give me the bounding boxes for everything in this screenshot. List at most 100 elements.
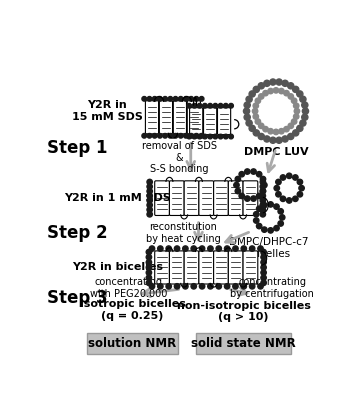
Circle shape: [280, 175, 286, 180]
Circle shape: [261, 249, 266, 255]
Circle shape: [259, 123, 264, 128]
Circle shape: [261, 254, 266, 260]
Circle shape: [241, 284, 246, 289]
Circle shape: [163, 134, 167, 138]
Circle shape: [256, 193, 262, 198]
Circle shape: [302, 102, 308, 108]
Circle shape: [147, 193, 152, 198]
Circle shape: [293, 86, 299, 92]
Circle shape: [218, 104, 223, 108]
Circle shape: [152, 134, 157, 138]
Circle shape: [146, 254, 152, 260]
Circle shape: [224, 284, 230, 289]
Circle shape: [183, 246, 188, 251]
Circle shape: [251, 196, 256, 201]
Circle shape: [223, 104, 228, 108]
Circle shape: [208, 246, 213, 251]
Circle shape: [293, 175, 298, 180]
Circle shape: [174, 246, 180, 251]
Circle shape: [147, 202, 152, 208]
Circle shape: [213, 104, 218, 108]
Circle shape: [199, 284, 205, 289]
Circle shape: [142, 134, 147, 138]
Circle shape: [268, 88, 273, 94]
Circle shape: [260, 207, 266, 212]
FancyBboxPatch shape: [243, 181, 258, 216]
FancyBboxPatch shape: [155, 251, 169, 284]
FancyBboxPatch shape: [199, 181, 214, 216]
FancyBboxPatch shape: [87, 333, 178, 354]
FancyBboxPatch shape: [190, 108, 203, 135]
Circle shape: [166, 246, 172, 251]
Circle shape: [293, 103, 299, 108]
Circle shape: [273, 88, 279, 93]
Circle shape: [158, 284, 163, 289]
Circle shape: [179, 96, 183, 101]
Circle shape: [297, 179, 303, 185]
Circle shape: [302, 108, 309, 114]
Circle shape: [256, 223, 262, 229]
Circle shape: [270, 79, 276, 85]
Circle shape: [147, 96, 152, 101]
FancyBboxPatch shape: [187, 101, 200, 134]
Circle shape: [258, 133, 264, 140]
Circle shape: [197, 104, 202, 108]
Text: concentrating
with PEG20.000: concentrating with PEG20.000: [90, 277, 167, 299]
Circle shape: [288, 133, 294, 140]
Circle shape: [208, 104, 212, 108]
Circle shape: [274, 186, 279, 191]
Circle shape: [189, 96, 193, 101]
Circle shape: [173, 96, 178, 101]
Circle shape: [270, 137, 276, 143]
Circle shape: [146, 249, 152, 255]
Circle shape: [262, 227, 267, 232]
Circle shape: [184, 134, 188, 138]
Circle shape: [263, 126, 268, 132]
Circle shape: [199, 96, 204, 101]
Text: reconstitution
by heat cycling: reconstitution by heat cycling: [145, 222, 220, 244]
Circle shape: [192, 104, 197, 108]
Circle shape: [187, 104, 191, 108]
Circle shape: [286, 198, 292, 203]
Circle shape: [279, 88, 284, 94]
Text: Step 1: Step 1: [47, 139, 108, 157]
Circle shape: [194, 134, 199, 138]
Circle shape: [208, 134, 212, 139]
Circle shape: [241, 246, 246, 251]
Circle shape: [174, 284, 180, 289]
Circle shape: [293, 196, 298, 202]
Circle shape: [293, 114, 299, 119]
Circle shape: [203, 104, 207, 108]
Circle shape: [258, 246, 263, 251]
Text: Step 2: Step 2: [47, 224, 108, 242]
Circle shape: [208, 284, 213, 289]
Circle shape: [288, 123, 293, 128]
Circle shape: [254, 218, 259, 223]
Circle shape: [286, 173, 292, 178]
Circle shape: [146, 280, 152, 286]
Circle shape: [261, 265, 266, 270]
Circle shape: [258, 284, 263, 289]
Circle shape: [233, 246, 238, 251]
Circle shape: [158, 246, 163, 251]
FancyBboxPatch shape: [218, 108, 231, 135]
Circle shape: [300, 120, 306, 126]
Circle shape: [253, 114, 259, 119]
Circle shape: [260, 179, 266, 185]
Circle shape: [239, 193, 244, 198]
FancyBboxPatch shape: [173, 101, 187, 134]
Text: isotropic bicelles
(q = 0.25): isotropic bicelles (q = 0.25): [80, 299, 185, 321]
Circle shape: [282, 80, 288, 86]
Circle shape: [288, 83, 294, 89]
Circle shape: [291, 119, 297, 124]
Circle shape: [297, 91, 303, 97]
Circle shape: [199, 134, 204, 138]
Circle shape: [260, 176, 266, 182]
FancyBboxPatch shape: [214, 181, 228, 216]
Circle shape: [194, 96, 199, 101]
Circle shape: [146, 265, 152, 270]
FancyBboxPatch shape: [184, 251, 199, 284]
Circle shape: [288, 94, 293, 99]
Circle shape: [256, 206, 262, 212]
Circle shape: [253, 103, 259, 108]
